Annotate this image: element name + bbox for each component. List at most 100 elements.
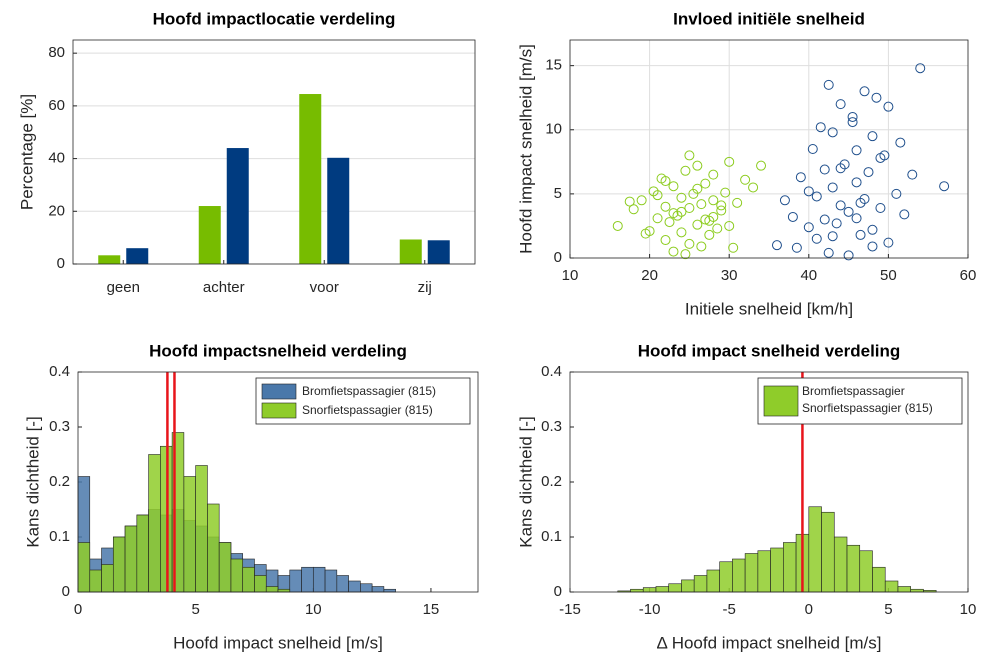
histogram-bar	[301, 566, 314, 593]
scatter-point	[720, 187, 731, 198]
scatter-point	[668, 246, 679, 257]
legend-label: Bromfietspassagier (815)	[302, 384, 436, 398]
legend-label: Snorfietspassagier (815)	[302, 403, 433, 417]
scatter-point	[867, 224, 878, 235]
y-tick-label: 0.2	[49, 473, 70, 490]
chart-title: Hoofd impactsnelheid verdeling	[149, 341, 407, 360]
scatter-point	[692, 219, 703, 230]
scatter-point	[771, 240, 782, 251]
scatter-point	[668, 208, 679, 219]
scatter-point	[748, 182, 759, 193]
bar	[399, 239, 422, 264]
x-tick-label: -5	[723, 601, 736, 618]
scatter-point	[676, 206, 687, 217]
scatter-point	[640, 228, 651, 239]
x-tick-label: 30	[721, 267, 738, 284]
axes-frame	[77, 371, 479, 593]
scatter-point	[676, 227, 687, 238]
x-tick-label: 0	[805, 601, 813, 618]
scatter-point	[871, 92, 882, 103]
scatter-point	[851, 213, 862, 224]
histogram-bar	[910, 588, 924, 593]
x-tick-label: 10	[960, 601, 977, 618]
scatter-point	[612, 220, 623, 231]
scatter-point	[756, 160, 767, 171]
legend-swatch	[261, 383, 297, 400]
x-tick-label: 5	[191, 601, 199, 618]
histogram-bar	[884, 580, 899, 593]
histogram-bar	[732, 558, 746, 593]
y-tick-label: 0.3	[541, 418, 562, 435]
histogram-bar	[218, 542, 232, 593]
scatter-point	[883, 237, 894, 248]
histogram-bar	[195, 465, 208, 593]
histogram-bar	[630, 588, 644, 593]
scatter-point	[827, 231, 838, 242]
y-tick-label: 15	[545, 57, 562, 74]
scatter-point	[827, 182, 838, 193]
x-tick-label: 0	[74, 601, 82, 618]
histogram-bar	[336, 575, 349, 593]
scatter-point	[732, 197, 743, 208]
x-tick-label: 60	[960, 267, 977, 284]
histogram-bar	[136, 514, 149, 593]
y-tick-label: 60	[48, 97, 65, 114]
x-tick-label: 20	[641, 267, 658, 284]
histogram-bar	[706, 569, 720, 593]
scatter-point	[680, 165, 691, 176]
scatter-point	[855, 197, 866, 208]
scatter-point	[803, 222, 814, 233]
histogram-bar	[821, 511, 835, 593]
histogram-bar	[289, 569, 302, 593]
y-tick-label: 5	[554, 185, 562, 202]
scatter-point	[823, 247, 834, 258]
chart-title: Invloed initiële snelheid	[673, 9, 865, 28]
histogram-bar	[783, 542, 797, 593]
y-tick-label: 10	[545, 121, 562, 138]
histogram-bar	[872, 566, 886, 593]
y-tick-label: 40	[48, 150, 65, 167]
x-tick-label: zij	[418, 279, 432, 296]
scatter-point	[895, 137, 906, 148]
histogram-bar	[719, 561, 733, 593]
histogram-bar	[668, 583, 682, 593]
plot-area	[73, 40, 475, 264]
scatter-point	[939, 181, 950, 192]
histogram-bar	[207, 503, 220, 593]
y-tick-label: 0	[57, 255, 65, 272]
chart-title: Hoofd impact snelheid verdeling	[638, 341, 901, 360]
x-tick-label: geen	[107, 279, 140, 296]
histogram-bar	[230, 558, 244, 593]
scatter-point	[724, 220, 735, 231]
scatter-point	[835, 200, 846, 211]
y-tick-label: 0	[554, 249, 562, 266]
histogram-bar	[348, 580, 361, 593]
scatter-point	[708, 169, 719, 180]
legend-label: Snorfietspassagier (815)	[802, 401, 933, 415]
histogram-bar	[833, 536, 848, 593]
scatter-point	[664, 217, 675, 228]
scatter-point	[847, 111, 858, 122]
scatter-point	[875, 202, 886, 213]
histogram-bar	[124, 525, 138, 593]
scatter-point	[859, 86, 870, 97]
histogram-bar	[383, 588, 396, 593]
scatter-point	[863, 167, 874, 178]
bar	[299, 94, 322, 264]
scatter-point	[680, 249, 691, 260]
histogram-bar	[254, 575, 267, 593]
scatter-point	[791, 242, 802, 253]
scatter-point	[728, 242, 739, 253]
y-tick-label: 0.1	[541, 528, 562, 545]
scatter-point	[700, 178, 711, 189]
y-tick-label: 80	[48, 44, 65, 61]
histogram-bar	[371, 586, 385, 593]
scatter-point	[636, 195, 647, 206]
y-tick-label: 0.4	[49, 363, 70, 380]
bar	[98, 255, 121, 264]
y-tick-label: 0.4	[541, 363, 562, 380]
histogram-bar	[693, 575, 708, 593]
histogram-bar	[642, 587, 657, 593]
scatter-point	[652, 190, 663, 201]
histogram-bar	[808, 506, 822, 593]
